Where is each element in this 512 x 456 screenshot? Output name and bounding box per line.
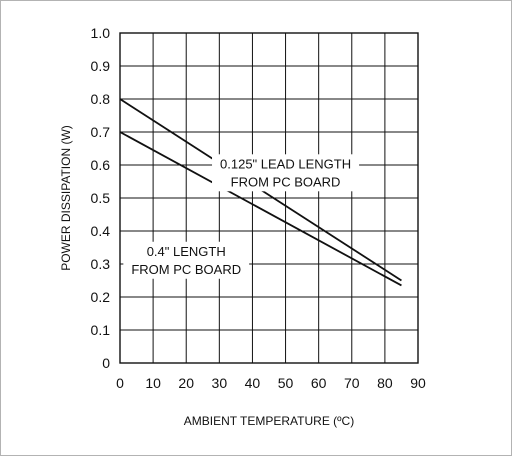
annotation-text: FROM PC BOARD: [131, 262, 241, 277]
x-tick-label: 10: [145, 375, 161, 391]
x-tick-label: 50: [278, 375, 294, 391]
x-tick-label: 30: [212, 375, 228, 391]
grid-lines: [120, 33, 418, 363]
annotation-text: 0.4" LENGTH: [147, 244, 226, 259]
x-tick-label: 60: [311, 375, 327, 391]
y-tick-label: 0.9: [91, 58, 111, 74]
y-tick-label: 0.6: [91, 157, 111, 173]
y-tick-label: 0.5: [91, 190, 111, 206]
y-tick-label: 1.0: [91, 25, 111, 41]
series-line-2: [119, 131, 402, 287]
y-tick-labels: 0 0.1 0.2 0.3 0.4 0.5 0.6 0.7 0.8 0.9 1.0: [91, 25, 111, 371]
y-tick-label: 0: [102, 355, 110, 371]
y-tick-label: 0.7: [91, 124, 111, 140]
annotation-text: 0.125" LEAD LENGTH: [220, 156, 351, 171]
y-tick-label: 0.2: [91, 289, 111, 305]
y-tick-label: 0.3: [91, 256, 111, 272]
y-axis-title: POWER DISSIPATION (W): [59, 125, 73, 271]
x-tick-label: 80: [377, 375, 393, 391]
x-axis-title: AMBIENT TEMPERATURE (ºC): [184, 414, 354, 428]
x-tick-label: 90: [410, 375, 426, 391]
annotation-background: [212, 154, 360, 192]
annotation-background: [123, 241, 250, 279]
x-tick-label: 70: [344, 375, 360, 391]
y-tick-label: 0.8: [91, 91, 111, 107]
y-tick-label: 0.1: [91, 322, 111, 338]
x-tick-labels: 0 10 20 30 40 50 60 70 80 90: [116, 375, 426, 391]
x-tick-label: 20: [178, 375, 194, 391]
x-tick-label: 0: [116, 375, 124, 391]
y-tick-label: 0.4: [91, 223, 111, 239]
x-tick-label: 40: [245, 375, 261, 391]
plot-area-frame: [119, 32, 419, 364]
annotation-2: 0.4" LENGTH FROM PC BOARD: [123, 241, 250, 279]
annotation-text: FROM PC BOARD: [231, 174, 341, 189]
annotation-1: 0.125" LEAD LENGTH FROM PC BOARD: [212, 154, 360, 192]
